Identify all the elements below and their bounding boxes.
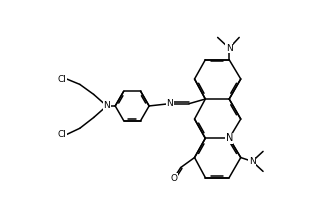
Text: N: N (226, 133, 233, 143)
Text: N: N (103, 101, 110, 111)
Text: Cl: Cl (58, 75, 67, 83)
Text: Cl: Cl (58, 130, 67, 139)
Text: N: N (249, 157, 256, 166)
Text: N: N (167, 99, 173, 108)
Text: N: N (226, 44, 233, 53)
Text: O: O (170, 174, 177, 183)
